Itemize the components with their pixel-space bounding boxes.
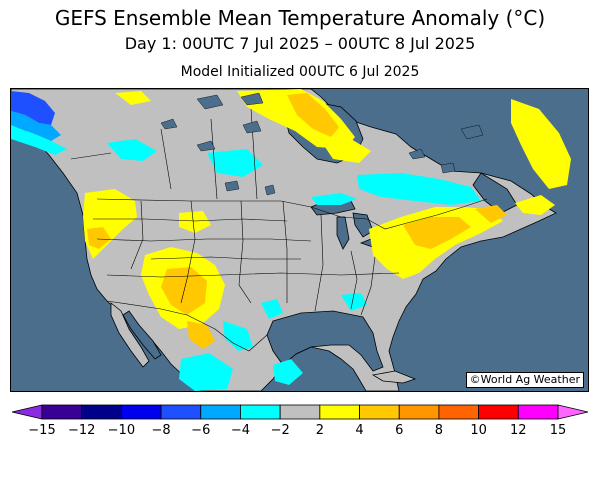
anomaly-cyan-mexico-interior: [223, 321, 253, 351]
colorbar-tick-label: −8: [151, 423, 170, 438]
colorbar-tick-label: −2: [271, 423, 290, 438]
colorbar-tick-label: 10: [470, 423, 487, 438]
colorbar-bin: [240, 404, 281, 420]
colorbar-bin: [120, 404, 162, 420]
colorbar-bin: [11, 404, 43, 420]
copyright-label: ©World Ag Weather: [465, 372, 584, 388]
colorbar-svg: −15 −12 −10 −8 −6 −4 −2 2 4 6 8 10 12 15: [11, 404, 589, 438]
anomaly-yellow-north-quebec: [317, 135, 371, 163]
anomaly-cyan-alberta: [107, 139, 157, 161]
baja-ocean: [11, 299, 139, 391]
anomaly-yellow-arctic-islands: [115, 91, 151, 105]
anomaly-orange-new-england: [403, 217, 471, 249]
map-title: GEFS Ensemble Mean Temperature Anomaly (…: [54, 6, 546, 30]
cuba: [371, 370, 417, 384]
colorbar-bin: [81, 404, 122, 420]
colorbar-tick-label: 2: [316, 423, 324, 438]
anomaly-orange-nw-california: [87, 227, 111, 249]
colorbar-bin: [279, 404, 321, 420]
colorbar-tick-label: 4: [355, 423, 363, 438]
anomaly-cool-bc-coast: [11, 111, 61, 141]
colorbar-bin: [438, 404, 480, 420]
colorbar-bin: [200, 404, 241, 420]
colorbar-legend: −15 −12 −10 −8 −6 −4 −2 2 4 6 8 10 12 15: [0, 402, 600, 442]
anomaly-orange-nunavut: [287, 93, 339, 137]
colorbar-tick-label: −6: [191, 423, 210, 438]
anomaly-yellow-montana: [179, 211, 211, 233]
gulf-of-california: [122, 310, 162, 360]
colorbar-tick-label: 8: [435, 423, 443, 438]
colorbar-tick-label: −10: [108, 423, 135, 438]
model-init-label: Model Initialized 00UTC 6 Jul 2025: [180, 64, 420, 80]
colorbar-tick-labels: −15 −12 −10 −8 −6 −4 −2 2 4 6 8 10 12 15: [28, 423, 566, 438]
anomaly-yellow-sierra-madre: [187, 321, 215, 349]
land-north-america: [11, 89, 557, 391]
anomaly-map: ©World Ag Weather: [10, 88, 589, 392]
colorbar-tick-label: 12: [510, 423, 527, 438]
colorbar-bin: [359, 404, 400, 420]
colorbar-bin: [41, 404, 83, 420]
colorbar-tick-label: −15: [28, 423, 55, 438]
anomaly-yellow-newfoundland: [515, 195, 555, 215]
colorbar-tick-label: 15: [550, 423, 567, 438]
anomaly-cyan-yucatan: [273, 359, 303, 385]
northern-lakes: [160, 92, 484, 196]
anomaly-cyan-central-america: [179, 353, 233, 391]
anomaly-cyan-southeast: [341, 293, 367, 311]
colorbar-bin: [557, 404, 589, 420]
colorbar-tick-label: −12: [68, 423, 95, 438]
anomaly-shading: [11, 89, 571, 391]
anomaly-orange-maritimes: [475, 205, 507, 223]
anomaly-yellow-labrador: [511, 99, 571, 189]
gulf-of-mexico: [266, 310, 384, 372]
colorbar-bin: [517, 404, 559, 420]
colorbar-tick-label: −4: [231, 423, 250, 438]
colorbar-bins: [11, 404, 589, 420]
map-subtitle: Day 1: 00UTC 7 Jul 2025 – 00UTC 8 Jul 20…: [124, 34, 476, 53]
lake-huron: [352, 212, 374, 238]
colorbar-bin: [478, 404, 519, 420]
political-boundaries: [70, 108, 488, 352]
anomaly-cyan-quebec: [357, 173, 481, 205]
colorbar-bin: [319, 404, 360, 420]
map-canvas: [11, 89, 588, 391]
colorbar-tick-label: 6: [395, 423, 403, 438]
anomaly-cyan-prairies: [207, 149, 263, 177]
colorbar-bin: [398, 404, 440, 420]
anomaly-cyan-bc: [11, 125, 67, 155]
anomaly-cyan-texas-gulf: [261, 299, 283, 319]
anomaly-cyan-ontario: [311, 193, 357, 205]
baja-california: [110, 302, 150, 368]
colorbar-bin: [160, 404, 202, 420]
anomaly-cold-bc-coast: [11, 91, 55, 125]
